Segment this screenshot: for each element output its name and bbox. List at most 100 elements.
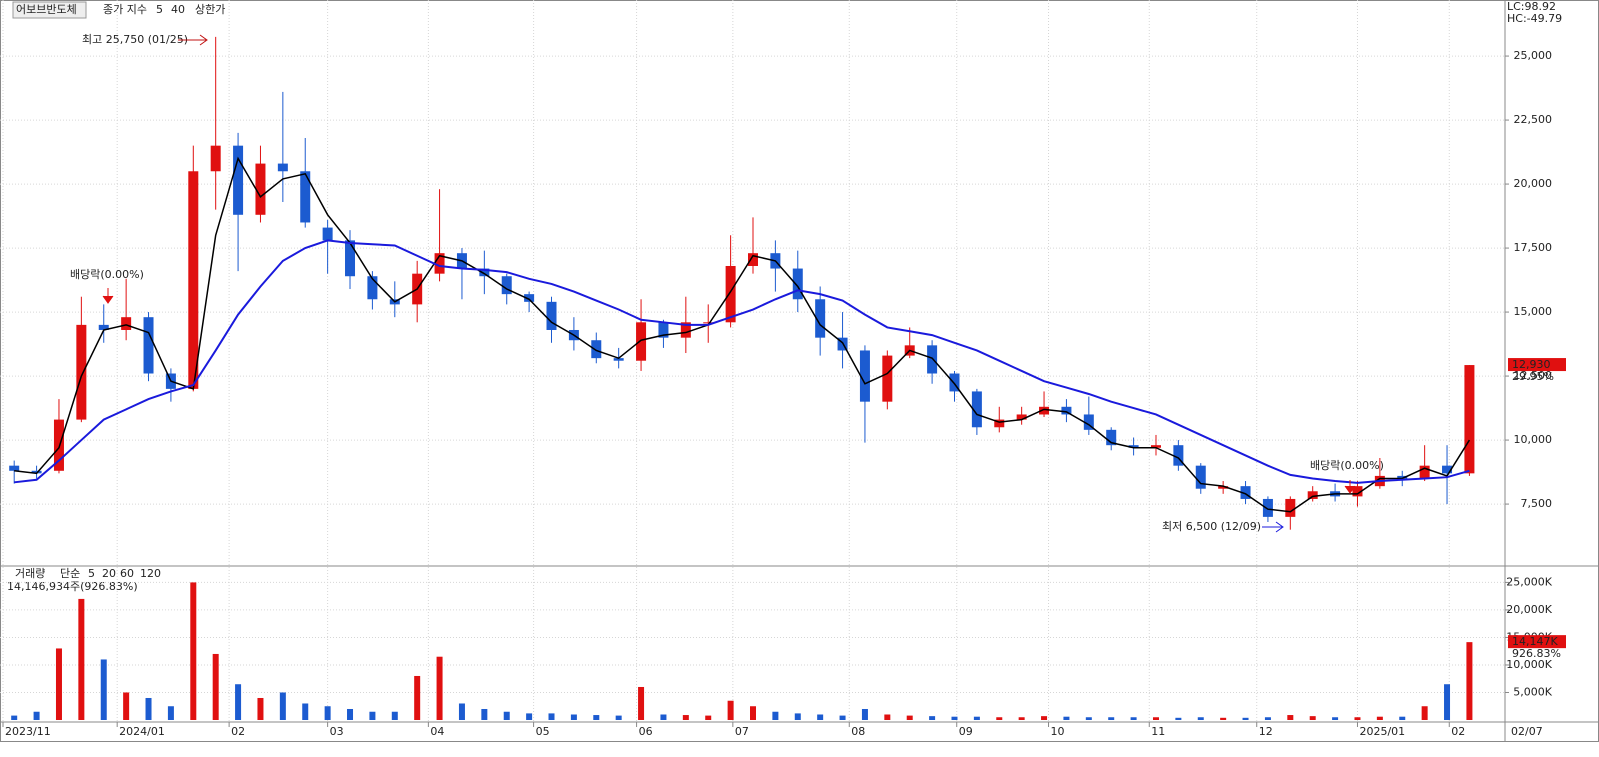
candle-body [345, 240, 356, 277]
annotation-arrow [1262, 521, 1284, 533]
volume-bar [1085, 717, 1092, 720]
volume-bar [257, 697, 264, 720]
x-tick-label: 05 [536, 725, 550, 738]
x-tick-label: 12 [1259, 725, 1273, 738]
candle-body [31, 470, 42, 474]
candle-body [1352, 486, 1363, 497]
candle-body [1262, 498, 1273, 517]
volume-bar [1041, 716, 1048, 720]
volume-bar [1444, 684, 1451, 720]
candle-body [210, 145, 221, 172]
volume-bar [503, 711, 510, 720]
volume-bar [750, 706, 756, 720]
candle-body [748, 253, 758, 266]
annotation-arrow [102, 288, 114, 304]
volume-bar [1332, 717, 1339, 720]
x-tick-label: 07 [735, 725, 749, 738]
volume-bar [235, 684, 242, 720]
volume-bar [279, 692, 286, 720]
candle-body [949, 373, 960, 392]
candle-body [1442, 465, 1453, 474]
candle-body [1061, 406, 1072, 415]
candle-body [927, 345, 938, 374]
candle-body [882, 355, 893, 402]
x-tick-label: 06 [639, 725, 653, 738]
volume-bar [167, 706, 174, 720]
volume-bar [1354, 717, 1361, 720]
candle-body [434, 253, 445, 274]
volume-bar [817, 714, 824, 720]
y-tick-label: 10,000 [1514, 433, 1553, 446]
candle-body [255, 163, 266, 215]
volume-bar [794, 713, 801, 720]
volume-bar [973, 716, 980, 720]
volume-bar [190, 582, 197, 720]
volume-bar [615, 715, 622, 720]
price-tag [1508, 358, 1566, 372]
legend-entry: 5 [88, 567, 95, 580]
corner-label: LC:98.92 [1507, 0, 1556, 13]
volume-bar [929, 716, 936, 720]
volume-bar [347, 708, 354, 720]
volume-bar [1197, 717, 1204, 720]
title-box [12, 1, 87, 19]
legend-entry: 120 [140, 567, 161, 580]
x-tick-label: 04 [430, 725, 444, 738]
volume-bar [302, 703, 309, 720]
volume-bar [1421, 706, 1428, 720]
x-tick-label: 11 [1151, 725, 1165, 738]
candle-body [9, 465, 20, 471]
legend-entry: 5 [156, 3, 163, 16]
candle-body [1173, 445, 1184, 466]
y-tick-label: 25,000 [1514, 49, 1553, 62]
volume-bar [55, 648, 62, 720]
annotation-arrow [178, 34, 208, 46]
candle-body [322, 227, 333, 241]
volume-bar [11, 715, 18, 720]
volume-bar [212, 653, 219, 720]
candle-body [658, 322, 669, 338]
volume-bar [884, 714, 891, 720]
legend-entry: 40 [171, 3, 185, 16]
volume-subtitle: 14,146,934주(926.83%) [7, 580, 138, 593]
annotation: 최고 25,750 (01/25) [82, 33, 188, 46]
y-tick-label: 5,000K [1513, 685, 1552, 698]
y-tick-label: 12,500 [1514, 369, 1553, 382]
volume-bar [548, 713, 555, 720]
volume-bar [682, 715, 689, 720]
candle-body [792, 268, 803, 300]
volume-bar [1152, 717, 1159, 720]
candle-body [680, 322, 691, 338]
legend-label: 단순 [60, 567, 80, 580]
volume-bar [100, 659, 107, 720]
candle-body [1218, 486, 1229, 489]
candle-body [501, 276, 512, 295]
volume-bar [33, 711, 40, 720]
volume-bar [1242, 717, 1249, 720]
candle-body [636, 322, 647, 361]
y-tick-label: 20,000 [1514, 177, 1553, 190]
y-tick-label: 25,000K [1506, 575, 1552, 588]
y-tick-label: 17,500 [1514, 241, 1553, 254]
price-tag-change: 29.95% [1512, 370, 1554, 383]
volume-bar [1018, 717, 1025, 720]
candle-body [1150, 445, 1161, 448]
candle-body [121, 317, 132, 330]
candle-body [815, 299, 826, 338]
volume-bar [1287, 715, 1294, 720]
candle-body [703, 322, 714, 324]
volume-bar [570, 714, 577, 720]
candle-body [479, 268, 490, 277]
volume-title: 거래량 [15, 567, 45, 580]
end-date: 02/07 [1511, 725, 1543, 738]
volume-bar [1063, 716, 1070, 720]
volume-bar [1466, 642, 1473, 720]
volume-bar [1376, 716, 1383, 720]
volume-bar [391, 711, 398, 720]
candle-body [1039, 406, 1050, 415]
candle-body [53, 419, 64, 471]
volume-bar [906, 715, 913, 720]
candle-body [524, 294, 535, 302]
volume-bar [1264, 717, 1271, 720]
volume-bar [1108, 717, 1115, 720]
